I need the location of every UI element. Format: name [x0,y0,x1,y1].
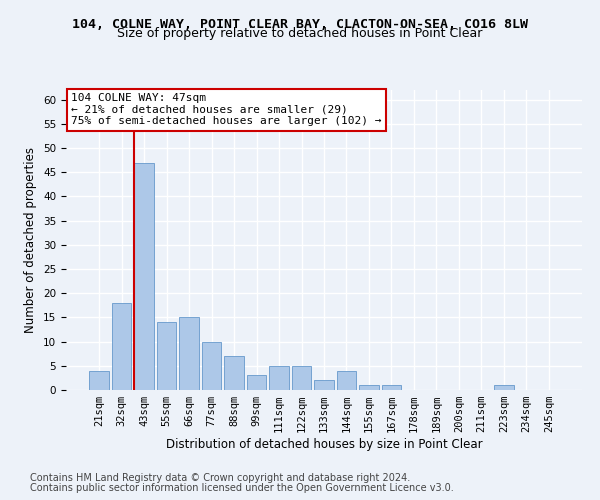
Bar [337,370,356,390]
Text: 104 COLNE WAY: 47sqm
← 21% of detached houses are smaller (29)
75% of semi-detac: 104 COLNE WAY: 47sqm ← 21% of detached h… [71,93,382,126]
X-axis label: Distribution of detached houses by size in Point Clear: Distribution of detached houses by size … [166,438,482,451]
Bar [359,385,379,390]
Bar [314,380,334,390]
Bar [224,356,244,390]
Bar [134,162,154,390]
Bar [247,376,266,390]
Bar [292,366,311,390]
Bar [382,385,401,390]
Bar [157,322,176,390]
Text: 104, COLNE WAY, POINT CLEAR BAY, CLACTON-ON-SEA, CO16 8LW: 104, COLNE WAY, POINT CLEAR BAY, CLACTON… [72,18,528,30]
Y-axis label: Number of detached properties: Number of detached properties [25,147,37,333]
Bar [494,385,514,390]
Bar [202,342,221,390]
Bar [89,370,109,390]
Text: Contains HM Land Registry data © Crown copyright and database right 2024.: Contains HM Land Registry data © Crown c… [30,473,410,483]
Bar [112,303,131,390]
Text: Size of property relative to detached houses in Point Clear: Size of property relative to detached ho… [118,28,482,40]
Text: Contains public sector information licensed under the Open Government Licence v3: Contains public sector information licen… [30,483,454,493]
Bar [179,318,199,390]
Bar [269,366,289,390]
